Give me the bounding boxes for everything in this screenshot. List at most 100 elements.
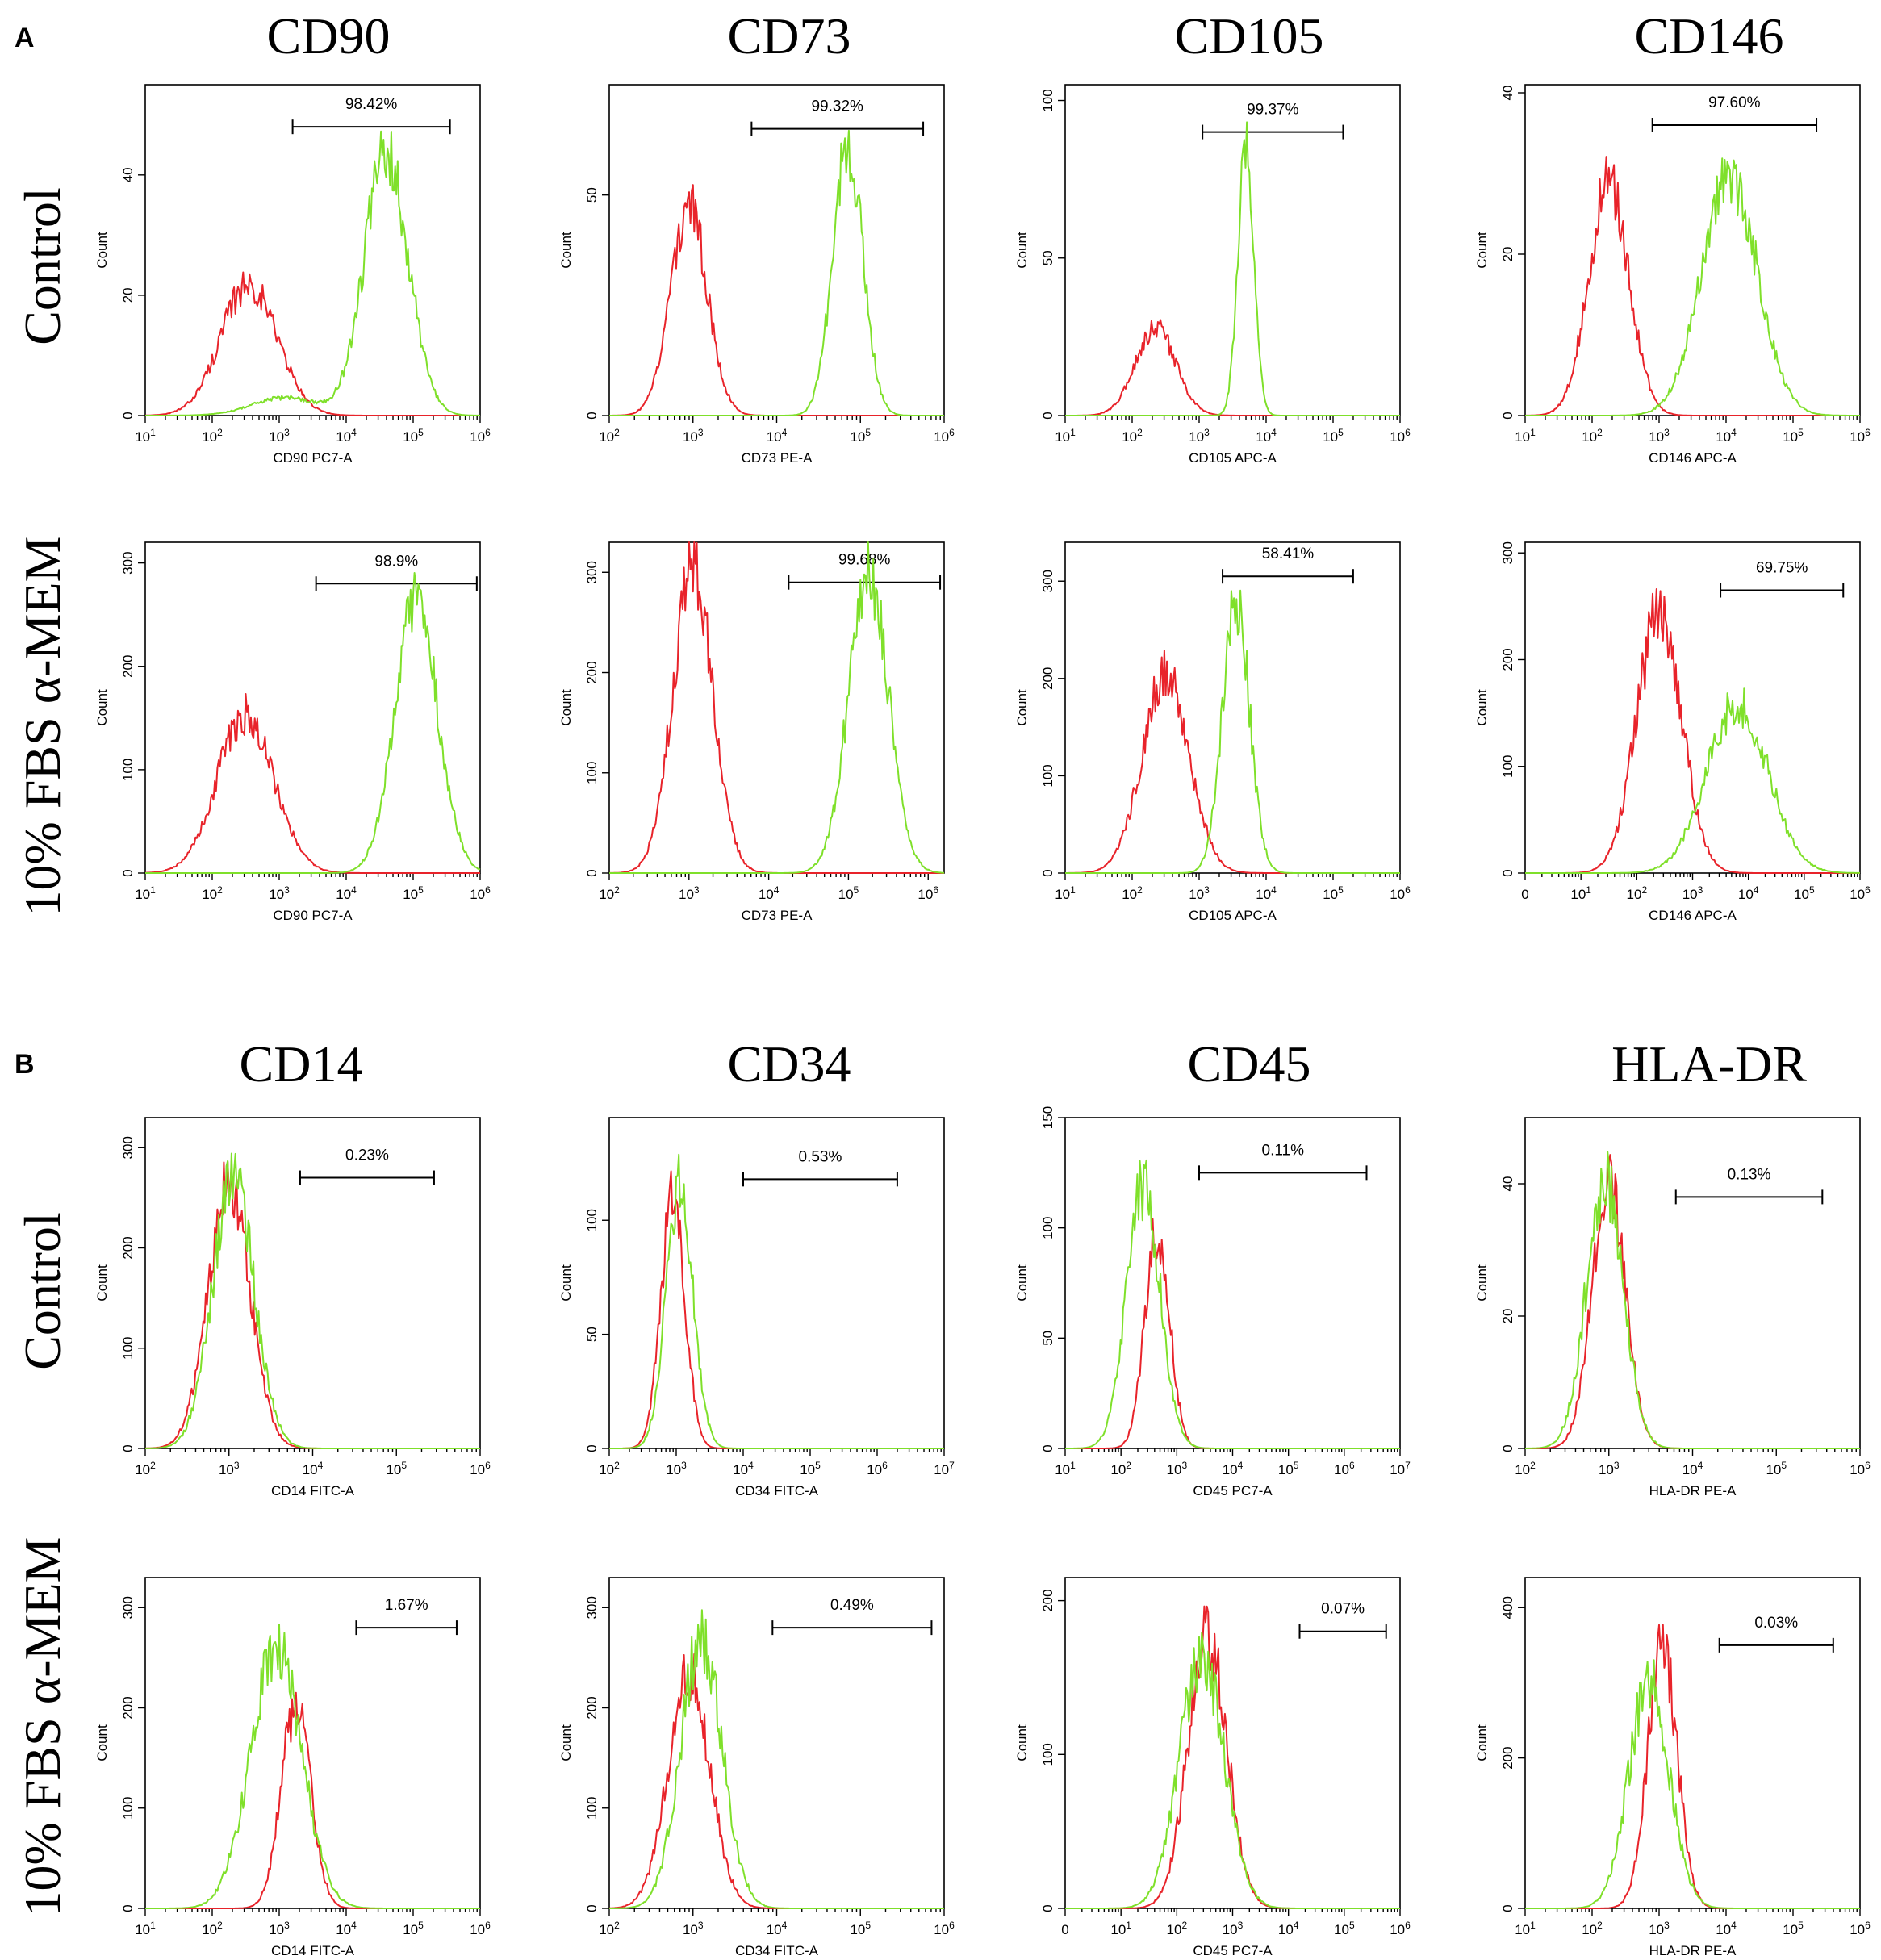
x-tick-label: 105 xyxy=(1334,1920,1355,1937)
x-tick-label: 106 xyxy=(918,884,938,902)
y-tick-label: 200 xyxy=(120,655,136,678)
x-tick-label: 104 xyxy=(767,427,788,445)
x-tick-label: 103 xyxy=(1599,1460,1620,1477)
y-axis-label: Count xyxy=(94,689,110,726)
x-tick-label: 106 xyxy=(934,427,955,445)
x-tick-label: 105 xyxy=(1766,1460,1787,1477)
plot-frame xyxy=(1064,84,1401,416)
histogram-a-cd105-fbs: 101 102 103 104 105 106 0 100 200 300 CD105 APC-A C… xyxy=(1014,541,1411,923)
y-tick-label: 0 xyxy=(584,412,600,419)
plot-frame xyxy=(1524,84,1861,416)
x-tick-label: 103 xyxy=(269,427,290,445)
column-title-cd73: CD73 xyxy=(728,7,851,65)
histogram-a-cd146-fbs: 0 101 102 103 104 105 106 0 100 200 300 CD146 APC-A… xyxy=(1474,541,1871,923)
x-tick-label: 106 xyxy=(470,427,491,445)
x-tick-label: 104 xyxy=(1682,1460,1703,1477)
y-axis-label: Count xyxy=(1014,232,1030,269)
x-tick-label: 103 xyxy=(683,427,704,445)
y-tick-label: 200 xyxy=(584,1696,600,1719)
x-tick-label: 101 xyxy=(1110,1920,1131,1937)
y-axis-label: Count xyxy=(558,689,574,726)
x-tick-label: 104 xyxy=(767,1920,788,1937)
x-tick-label: 102 xyxy=(1110,1460,1131,1477)
y-tick-label: 300 xyxy=(120,1596,136,1619)
y-tick-label: 20 xyxy=(1500,247,1515,262)
y-tick-label: 400 xyxy=(1500,1596,1515,1619)
y-tick-label: 100 xyxy=(120,1337,136,1360)
isotype-histogram-line xyxy=(145,271,480,416)
plot-frame xyxy=(144,1577,481,1909)
plot-frame xyxy=(1064,1117,1401,1449)
isotype-histogram-line xyxy=(144,693,480,874)
x-axis-label: HLA-DR PE-A xyxy=(1649,1483,1737,1498)
marker-histogram-line xyxy=(144,1152,480,1449)
histogram-a-cd146-control: 101 102 103 104 105 106 0 20 40 CD146 APC-A Count 9… xyxy=(1474,84,1871,466)
y-tick-label: 0 xyxy=(1500,1904,1515,1912)
x-axis-label: CD146 APC-A xyxy=(1649,450,1737,466)
marker-histogram-line xyxy=(145,130,481,416)
y-tick-label: 20 xyxy=(1500,1309,1515,1324)
y-tick-label: 50 xyxy=(584,1327,600,1342)
y-tick-label: 50 xyxy=(1040,1331,1055,1346)
y-tick-label: 0 xyxy=(584,869,600,876)
x-tick-label: 105 xyxy=(403,427,424,445)
marker-histogram-line xyxy=(609,1153,944,1449)
x-tick-label: 107 xyxy=(934,1460,955,1477)
gate-percentage: 99.32% xyxy=(811,98,863,115)
plot-frame xyxy=(1524,541,1861,874)
x-tick-label: 103 xyxy=(1682,884,1703,902)
y-tick-label: 50 xyxy=(584,187,600,203)
marker-histogram-line xyxy=(609,1609,944,1909)
y-tick-label: 0 xyxy=(120,1904,136,1912)
x-tick-label: 102 xyxy=(599,884,620,902)
histogram-a-cd90-fbs: 101 102 103 104 105 106 0 100 200 300 CD90 PC7-A Co… xyxy=(94,541,491,923)
histogram-b-cd45-control: 101 102 103 104 105 106 107 0 50 100 150 CD45 PC7-A… xyxy=(1014,1106,1411,1498)
x-axis-label: CD34 FITC-A xyxy=(735,1483,819,1498)
marker-histogram-line xyxy=(1065,121,1400,416)
x-tick-label: 102 xyxy=(202,884,223,902)
y-tick-label: 200 xyxy=(1040,1589,1055,1611)
gate-percentage: 0.13% xyxy=(1728,1166,1771,1183)
gate-percentage: 0.03% xyxy=(1754,1615,1798,1632)
marker-histogram-line xyxy=(609,129,944,416)
x-tick-label: 102 xyxy=(1627,884,1648,902)
x-tick-label: 105 xyxy=(1323,427,1344,445)
gate-percentage: 0.11% xyxy=(1262,1142,1305,1159)
x-tick-label: 106 xyxy=(1334,1460,1355,1477)
y-tick-label: 200 xyxy=(1500,648,1515,671)
isotype-histogram-line xyxy=(609,541,944,874)
x-tick-label: 104 xyxy=(1256,427,1277,445)
x-axis-label: HLA-DR PE-A xyxy=(1649,1943,1737,1958)
y-tick-label: 100 xyxy=(120,759,136,781)
isotype-histogram-line xyxy=(1524,156,1860,416)
x-axis-label: CD90 PC7-A xyxy=(273,450,353,466)
x-tick-label: 106 xyxy=(1390,884,1411,902)
x-axis-label: CD73 PE-A xyxy=(742,908,813,923)
gate-percentage: 99.68% xyxy=(838,552,891,569)
y-tick-label: 40 xyxy=(1500,1176,1515,1192)
gate-percentage: 0.23% xyxy=(345,1147,389,1164)
y-tick-label: 300 xyxy=(1500,541,1515,564)
y-tick-label: 300 xyxy=(584,1596,600,1619)
isotype-histogram-line xyxy=(609,184,944,416)
x-tick-label: 106 xyxy=(1850,427,1871,445)
x-tick-label: 106 xyxy=(470,884,491,902)
marker-histogram-line xyxy=(1065,1632,1400,1909)
y-tick-label: 300 xyxy=(120,1136,136,1159)
isotype-histogram-line xyxy=(1065,319,1400,416)
plot-frame xyxy=(608,1117,945,1449)
x-tick-label: 0 xyxy=(1521,887,1528,902)
x-tick-label: 104 xyxy=(1278,1920,1299,1937)
gate-percentage: 99.37% xyxy=(1247,102,1299,119)
gate-percentage: 0.49% xyxy=(830,1597,874,1614)
y-axis-label: Count xyxy=(1014,1724,1030,1761)
x-tick-label: 102 xyxy=(599,1920,620,1937)
x-tick-label: 102 xyxy=(202,1920,223,1937)
x-tick-label: 102 xyxy=(202,427,223,445)
x-tick-label: 104 xyxy=(336,427,357,445)
histogram-b-cd34-control: 102 103 104 105 106 107 0 50 100 CD34 FITC-A Count… xyxy=(558,1117,955,1498)
marker-histogram-line xyxy=(1525,1151,1860,1449)
x-tick-label: 101 xyxy=(1570,884,1591,902)
row-label-b-control: Control xyxy=(14,1212,71,1370)
marker-histogram-line xyxy=(1525,157,1860,416)
